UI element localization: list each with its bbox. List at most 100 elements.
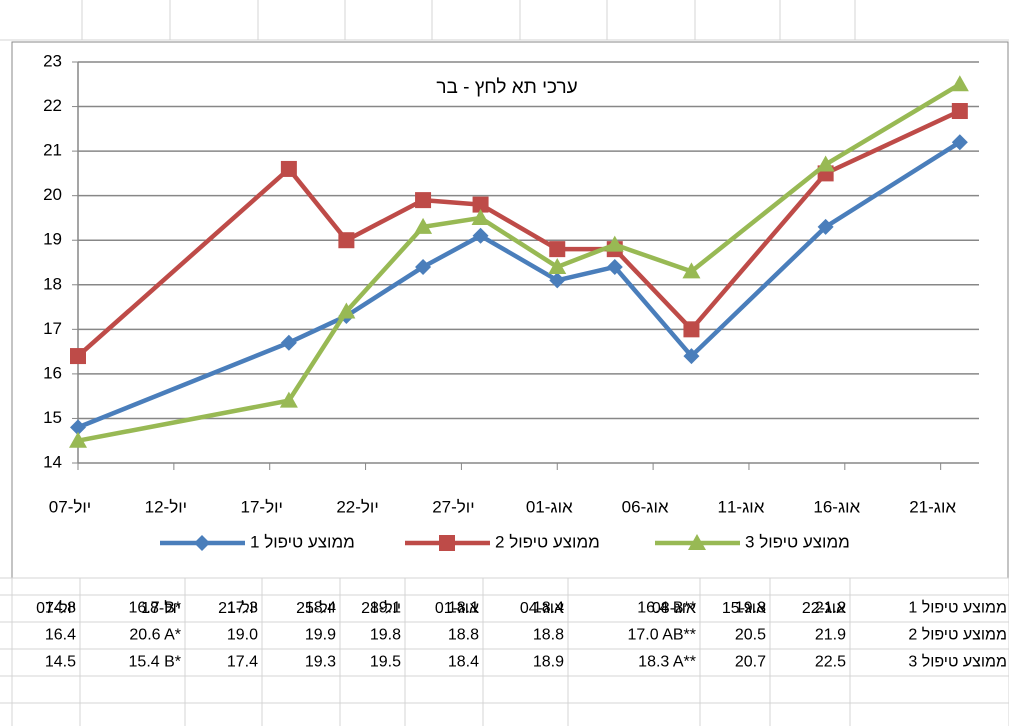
chart-title: ערכי תא לחץ - בר [436,77,577,98]
y-tick-label: 19 [43,230,62,249]
marker [950,75,969,92]
table-cell: 18.8 [448,627,479,644]
marker [683,348,700,365]
marker [606,258,623,275]
row-label: ממוצע טיפול 2 [908,626,1007,644]
table-cell: 19.8 [370,627,401,644]
table-cell: 14.5 [45,654,76,671]
table-header: 08-אוג [652,600,696,617]
table-cell: 18.8 [533,627,564,644]
table-header: 01-אוג [435,600,479,617]
marker [472,196,489,213]
y-tick-label: 17 [43,319,62,338]
table-cell: 19.0 [227,627,258,644]
x-tick-label: 16-אוג [813,497,860,516]
marker [69,431,87,448]
marker [70,419,86,436]
legend-label: ממוצע טיפול 1 [250,532,355,551]
row-label: ממוצע טיפול 3 [908,653,1007,671]
table-cell: 17.3 [227,600,258,617]
table-cell: 18.3 A** [638,654,696,671]
x-tick-label: 12-יול [145,497,187,516]
marker [439,535,455,551]
marker [280,160,297,177]
y-tick-label: 21 [43,141,62,160]
marker [548,257,567,274]
marker [471,208,490,225]
y-tick-label: 16 [43,363,62,382]
table-cell: 19.3 [305,654,336,671]
marker [682,262,701,279]
chart-area [11,41,1009,579]
table-cell: 19.1 [370,600,401,617]
table-cell: 17.0 AB** [628,627,697,644]
marker [70,348,86,365]
x-tick-label: 06-אוג [622,497,669,516]
marker [688,534,706,550]
table-cell: 16.4 B** [637,600,696,617]
table-cell: 21.9 [815,627,846,644]
marker [414,217,433,234]
y-tick-label: 23 [43,51,62,70]
marker [337,302,356,319]
marker [951,103,968,120]
y-tick-label: 18 [43,274,62,293]
table-cell: 20.6 A* [129,627,181,644]
x-tick-label: 27-יול [432,497,474,516]
marker [605,235,624,252]
table-cell: 22.5 [815,654,846,671]
table-cell: 18.9 [533,654,564,671]
series-line [77,82,961,443]
x-tick-label: 21-אוג [909,497,956,516]
table-cell: 19.9 [305,627,336,644]
table-header: 21-יול [218,599,258,617]
marker [817,218,834,235]
marker [338,232,355,249]
marker [279,391,298,408]
x-tick-label: 07-יול [49,497,91,516]
table-header: 28-יול [361,599,401,617]
table-cell: 18.4 [448,654,479,671]
table-header: 18-יול [141,599,181,617]
table-cell: 20.7 [735,654,766,671]
x-tick-label: 22-יול [336,497,378,516]
legend-label: ממוצע טיפול 3 [745,532,850,551]
marker [951,134,968,151]
table-header: 15-אוג [722,600,766,617]
marker [816,155,835,172]
table-header: 04-אוג [520,600,564,617]
series-line [77,140,962,430]
table-cell: 19.5 [370,654,401,671]
table-cell: 18.4 [305,600,336,617]
marker [472,227,489,244]
y-tick-label: 15 [43,408,62,427]
x-tick-label: 01-אוג [526,497,573,516]
table-cell: 17.4 [227,654,258,671]
table-header: 07-יול [36,599,76,617]
table-cell: 15.4 B* [129,654,181,671]
x-tick-label: 17-יול [240,497,282,516]
table-header: 22-אוג [802,600,846,617]
table-cell: 19.3 [735,600,766,617]
table-cell: 21.2 [815,600,846,617]
marker [194,535,210,551]
table-header: 25-יול [296,599,336,617]
table-cell: 18.1 [448,600,479,617]
series-line [76,108,961,358]
table-cell: 16.4 [45,627,76,644]
legend-label: ממוצע טיפול 2 [495,532,600,551]
y-tick-label: 20 [43,185,62,204]
y-tick-label: 14 [43,452,62,471]
marker [549,272,566,289]
y-tick-label: 22 [43,96,62,115]
marker [683,321,700,338]
table-cell: 18.4 [533,600,564,617]
marker [415,192,432,209]
table-cell: 20.5 [735,627,766,644]
table-cell: 16.7 B* [129,600,181,617]
marker [549,241,566,258]
marker [415,258,432,275]
table-cell: 14.8 [45,600,76,617]
row-label: ממוצע טיפול 1 [908,599,1007,617]
